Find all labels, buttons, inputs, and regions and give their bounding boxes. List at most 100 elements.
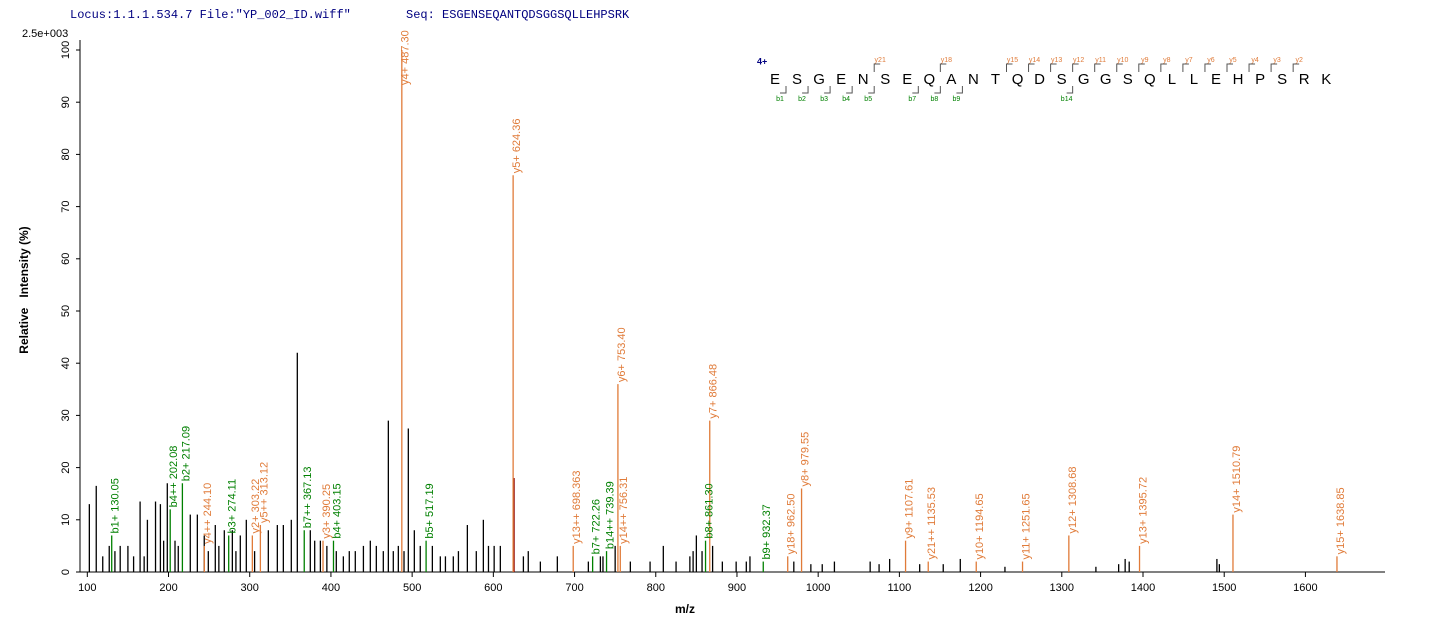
residue: P xyxy=(1255,71,1265,88)
y-ion-marker xyxy=(1248,63,1256,72)
x-tick-label: 700 xyxy=(565,582,583,594)
residue: E xyxy=(902,71,912,88)
b-ion-label: b2 xyxy=(798,96,806,103)
y-ion-label: y18 xyxy=(941,57,952,64)
residue: K xyxy=(1321,71,1331,88)
residue: H xyxy=(1233,71,1244,88)
x-tick-label: 500 xyxy=(403,582,421,594)
y-ion-marker xyxy=(1182,63,1189,72)
y-ion-label: y21 xyxy=(875,57,886,64)
y-ion-marker xyxy=(1292,63,1300,72)
y-tick-label: 20 xyxy=(60,461,72,473)
y-ion-marker xyxy=(1006,63,1013,72)
x-tick-label: 100 xyxy=(78,582,96,594)
residue: L xyxy=(1168,71,1176,88)
y-ion-label: y14 xyxy=(1029,57,1040,64)
peak-label: y11+ 1251.65 xyxy=(1020,493,1032,559)
residue: S xyxy=(1277,71,1287,88)
peak-label: y5+ 624.36 xyxy=(511,119,523,174)
peak-label: y13+ 1395.72 xyxy=(1137,477,1149,544)
b-ion-marker xyxy=(956,86,963,94)
residue: D xyxy=(1034,71,1045,88)
residue: G xyxy=(1100,71,1112,88)
peak-label: b3+ 274.11 xyxy=(227,479,239,534)
peak-label: y21++ 1135.53 xyxy=(926,487,938,560)
b-ion-marker xyxy=(868,86,875,94)
y-ion-label: y15 xyxy=(1007,57,1018,64)
y-ion-marker xyxy=(1270,63,1278,72)
b-ion-marker xyxy=(780,86,787,94)
b-ion-marker xyxy=(1066,86,1074,94)
locus-text: Locus:1.1.1.534.7 File:"YP_002_ID.wiff" xyxy=(70,8,351,22)
y-ion-label: y6 xyxy=(1207,57,1215,64)
y-ion-marker xyxy=(1226,63,1233,72)
peak-label: b7+ 722.26 xyxy=(591,499,603,554)
peak-label: y5++ 313.12 xyxy=(258,462,270,523)
y-ion-marker xyxy=(1072,63,1079,72)
x-tick-label: 900 xyxy=(728,582,746,594)
y-ion-marker xyxy=(873,63,881,72)
y-tick-label: 30 xyxy=(60,409,72,421)
x-tick-label: 400 xyxy=(322,582,340,594)
residue: Q xyxy=(1012,71,1024,88)
b-ion-label: b9 xyxy=(953,96,961,103)
peak-label: b7++ 367.13 xyxy=(302,466,314,528)
peak-label: y9+ 1107.61 xyxy=(903,479,915,539)
peak-label: y7+ 866.48 xyxy=(708,364,720,419)
y-ion-label: y8 xyxy=(1163,57,1171,64)
charge-label: 4+ xyxy=(757,56,767,66)
residue: S xyxy=(792,71,802,88)
b-ion-label: b1 xyxy=(776,96,784,103)
peak-label: b4++ 202.08 xyxy=(168,446,180,508)
b-ion-label: b14 xyxy=(1061,96,1073,103)
scale-label: 2.5e+003 xyxy=(22,28,68,40)
residue: E xyxy=(1211,71,1221,88)
peak-label: b14++ 739.39 xyxy=(604,481,616,549)
y-tick-label: 90 xyxy=(60,96,72,108)
b-ion-label: b5 xyxy=(864,96,872,103)
peak-label: b2+ 217.09 xyxy=(180,426,192,481)
b-ion-marker xyxy=(802,86,809,94)
peak-label: y12+ 1308.68 xyxy=(1067,466,1079,533)
peak-label: y15+ 1638.85 xyxy=(1335,487,1347,554)
residue: S xyxy=(1123,71,1133,88)
b-ion-marker xyxy=(934,86,941,94)
y-ion-label: y11 xyxy=(1095,57,1106,64)
y-ion-label: y3 xyxy=(1273,57,1281,64)
residue: S xyxy=(880,71,890,88)
y-ion-label: y12 xyxy=(1073,57,1084,64)
y-tick-label: 60 xyxy=(60,253,72,265)
y-ion-label: y4 xyxy=(1251,57,1259,64)
y-ion-label: y7 xyxy=(1185,57,1193,64)
peak-label: b4+ 403.15 xyxy=(331,483,343,538)
b-ion-marker xyxy=(846,86,853,94)
y-ion-marker xyxy=(1050,63,1057,72)
peak-label: y14++ 756.31 xyxy=(618,477,630,544)
b-ion-label: b3 xyxy=(820,96,828,103)
peak-label: y13++ 698.363 xyxy=(571,470,583,543)
seq-text: Seq: ESGENSEQANTQDSGGSQLLEHPSRK xyxy=(406,8,630,22)
y-ion-marker xyxy=(1160,63,1167,72)
peak-label: y10+ 1194.65 xyxy=(974,493,986,559)
b-ion-label: b4 xyxy=(842,96,850,103)
residue: Q xyxy=(924,71,936,88)
y-ion-label: y13 xyxy=(1051,57,1062,64)
x-tick-label: 1400 xyxy=(1131,582,1155,594)
y-ion-label: y10 xyxy=(1117,57,1128,64)
peak-label: y6+ 753.40 xyxy=(616,327,628,382)
y-tick-label: 70 xyxy=(60,200,72,212)
peak-label: b8+ 861.30 xyxy=(703,483,715,538)
peak-label: y14+ 1510.79 xyxy=(1231,446,1243,513)
y-ion-marker xyxy=(1094,63,1101,72)
x-tick-label: 1000 xyxy=(806,582,830,594)
y-tick-label: 50 xyxy=(60,305,72,317)
y-tick-label: 10 xyxy=(60,514,72,526)
x-tick-label: 1200 xyxy=(968,582,992,594)
y-ion-marker xyxy=(939,63,947,72)
x-tick-label: 200 xyxy=(159,582,177,594)
peak-label: b5+ 517.19 xyxy=(424,483,436,538)
residue: T xyxy=(991,71,1000,88)
x-axis-label: m/z xyxy=(675,602,695,616)
x-tick-label: 800 xyxy=(647,582,665,594)
